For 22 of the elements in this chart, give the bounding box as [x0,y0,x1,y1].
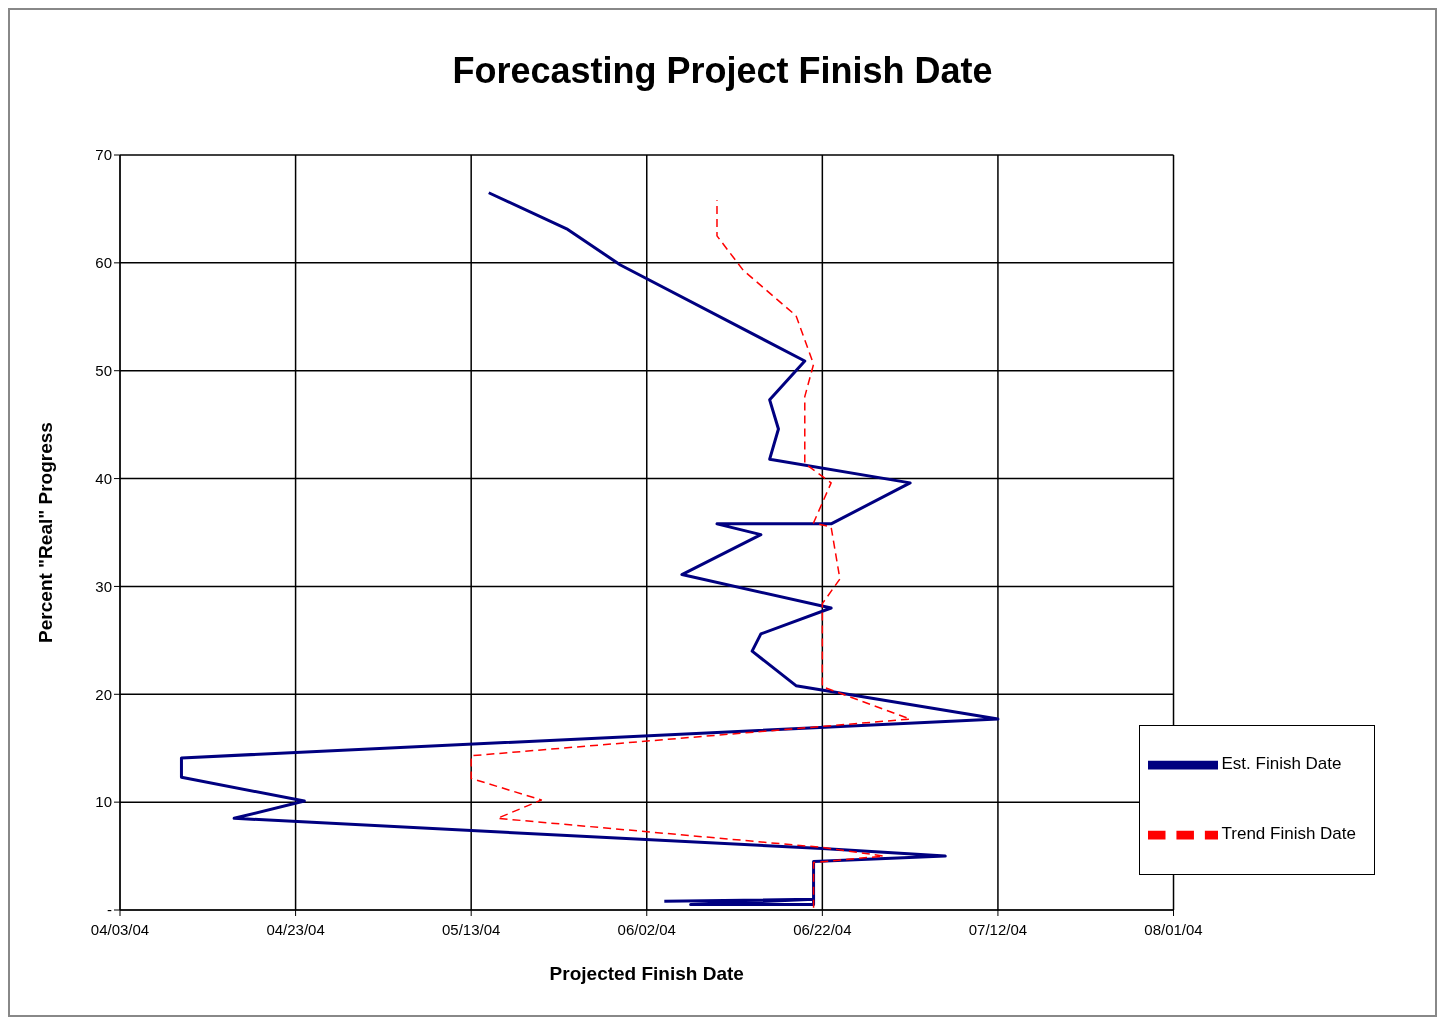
line-series [470,199,911,909]
y-tick-label: 40 [95,469,112,487]
y-tick-label: 50 [95,362,112,380]
y-tick-label: 10 [95,793,112,811]
x-tick-label: 08/01/04 [1144,920,1203,938]
x-tick-label: 06/02/04 [617,920,676,938]
x-tick-label: 04/23/04 [266,920,325,938]
legend-label: Trend Finish Date [1221,824,1356,844]
x-tick-label: 05/13/04 [441,920,501,938]
y-tick-label: 30 [95,577,112,595]
line-series [179,191,1000,907]
x-tick-label: 07/12/04 [968,920,1028,938]
chart-title: Forecasting Project Finish Date [451,49,994,93]
y-tick-label: 60 [95,254,112,272]
legend-label: Est. Finish Date [1221,754,1342,774]
y-tick-label: 20 [95,685,112,703]
x-tick-label: 06/22/04 [793,920,852,938]
y-axis-title: Percent "Real" Progress [34,422,56,643]
y-tick-label: 70 [95,146,112,164]
x-tick-label: 04/03/04 [90,920,150,938]
x-axis-title: Projected Finish Date [549,963,744,984]
y-tick-label: - [107,901,112,919]
